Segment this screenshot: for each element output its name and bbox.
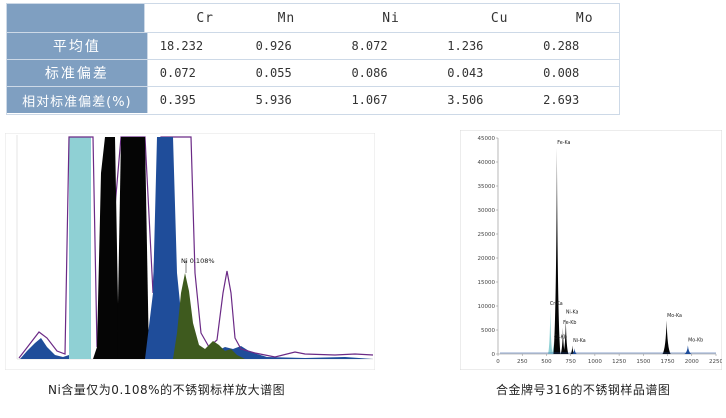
table-row: 相对标准偏差(%) 0.395 5.936 1.067 3.506 2.693 — [7, 86, 619, 113]
table-cell: 0.072 — [159, 66, 196, 80]
table-cell: 18.232 — [159, 39, 204, 53]
spectrum-peak — [560, 327, 566, 354]
table-cell: 8.072 — [351, 39, 388, 53]
x-tick-label: 2000 — [685, 359, 699, 365]
right-peaks — [500, 147, 716, 354]
x-tick-label: 750 — [565, 359, 576, 365]
row-header: 相对标准偏差(%) — [7, 87, 148, 113]
table-cell: 3.506 — [447, 93, 484, 107]
statistics-table: Cr Mn Ni Cu Mo 平均值 18.232 0.926 8.072 1.… — [6, 3, 620, 115]
table-cell: 5.936 — [255, 93, 292, 107]
spectrum-peak — [553, 147, 561, 354]
peak-label: Mo-Ka — [667, 313, 682, 319]
right-spectrum-chart: 0 5000 10000 15000 20000 25000 30000 35000 40000… — [459, 129, 724, 371]
x-tick-label: 500 — [541, 359, 552, 365]
peak-label: Mo-Kb — [688, 337, 703, 343]
y-tick-label: 20000 — [478, 256, 496, 262]
y-tick-label: 25000 — [478, 232, 496, 238]
table-cell: 0.288 — [543, 39, 580, 53]
purple-outline-trace — [18, 136, 374, 359]
x-tick-label: 1250 — [612, 359, 626, 365]
table-cell: 1.067 — [351, 93, 388, 107]
table-header-row: Cr Mn Ni Cu Mo — [7, 4, 619, 32]
x-tick-label: 1000 — [588, 359, 602, 365]
right-chart-caption: 合金牌号316的不锈钢样品谱图 — [496, 383, 671, 397]
right-peak-labels: Fe-Ka Cr-Ka Fe-Kb Ni-Ka Cr-Kb Mo-Ka Mo-Kb Ni-Ka — [550, 140, 703, 344]
col-header-mo: Mo — [575, 10, 594, 26]
x-tick-label: 250 — [517, 359, 528, 365]
spectrum-peak — [572, 348, 577, 354]
peak-label: Ni-Ka — [566, 310, 579, 316]
spectrum-peak — [563, 318, 569, 354]
table-cell: 1.236 — [447, 39, 484, 53]
y-tick-label: 15000 — [478, 280, 496, 286]
table-cell: 2.693 — [543, 93, 580, 107]
x-tick-label: 1750 — [661, 359, 675, 365]
spectrum-peak — [662, 320, 671, 354]
peak-label: Cr-Kb — [554, 335, 567, 341]
right-spectrum-svg: 0500010000150002000025000300003500040000… — [459, 129, 724, 371]
col-header-cu: Cu — [490, 10, 509, 26]
y-tick-label: 30000 — [478, 208, 496, 214]
table-cell: 0.926 — [255, 39, 292, 53]
left-chart-caption: Ni含量仅为0.108%的不锈钢标样放大谱图 — [48, 383, 286, 397]
row-header: 平均值 — [7, 33, 148, 59]
y-tick-label: 5000 — [481, 328, 495, 334]
peak-label: Cr-Ka — [550, 301, 563, 307]
table-cell: 0.395 — [159, 93, 196, 107]
right-axes: 0500010000150002000025000300003500040000… — [478, 136, 724, 365]
blue-tail-area — [203, 346, 373, 359]
table-cell: 0.086 — [351, 66, 388, 80]
table-row: 平均值 18.232 0.926 8.072 1.236 0.288 — [7, 32, 619, 59]
col-header-mn: Mn — [277, 10, 296, 26]
blue-peak — [145, 137, 185, 359]
ni-annotation: Ni 0.108% — [181, 257, 215, 265]
left-spectrum-chart: Ni 0.108% — [4, 132, 376, 371]
blue-baseline-area — [20, 338, 69, 359]
spectrum-peak — [547, 308, 553, 354]
col-header-cr: Cr — [196, 10, 215, 26]
peak-label: Fe-Ka — [557, 140, 570, 146]
black-peak-2 — [117, 137, 149, 359]
x-tick-label: 1500 — [636, 359, 650, 365]
y-tick-label: 40000 — [478, 160, 496, 166]
table-cell: 0.043 — [447, 66, 484, 80]
y-tick-label: 0 — [492, 352, 496, 358]
table-cell: 0.055 — [255, 66, 292, 80]
x-tick-label: 2250 — [709, 359, 722, 365]
y-tick-label: 10000 — [478, 304, 496, 310]
x-tick-label: 0 — [496, 359, 500, 365]
teal-peak — [69, 137, 91, 359]
y-tick-label: 45000 — [478, 136, 496, 142]
table-corner-cell — [7, 4, 145, 32]
table-cell: 0.008 — [543, 66, 580, 80]
spectrum-peak — [570, 345, 575, 354]
olive-ni-peak — [173, 273, 245, 359]
black-peak-1 — [93, 137, 119, 359]
peak-label: Ni-Ka — [573, 338, 586, 344]
table-row: 标准偏差 0.072 0.055 0.086 0.043 0.008 — [7, 59, 619, 86]
spectrum-peak — [684, 345, 692, 354]
spectrum-peak — [551, 341, 556, 354]
col-header-ni: Ni — [382, 10, 400, 26]
row-header: 标准偏差 — [7, 60, 148, 86]
peak-label: Fe-Kb — [563, 320, 576, 326]
y-tick-label: 35000 — [478, 184, 496, 190]
left-spectrum-svg: Ni 0.108% — [4, 132, 376, 371]
